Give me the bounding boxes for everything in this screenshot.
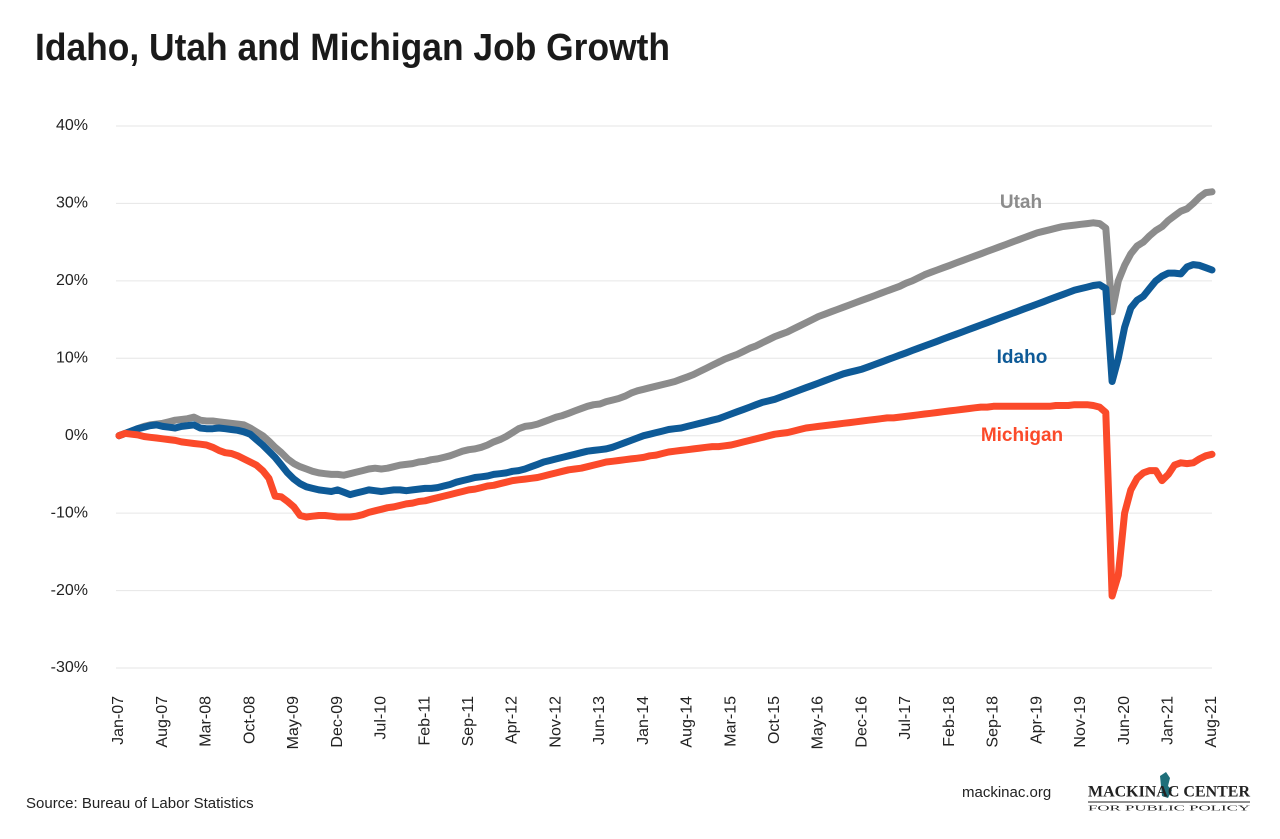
x-tick-label: Jul-10: [373, 696, 390, 740]
x-tick-label: Dec-16: [853, 696, 870, 748]
x-tick-label: Jun-20: [1116, 696, 1133, 745]
x-tick-label: Feb-18: [941, 696, 958, 747]
x-tick-label: Aug-14: [679, 696, 696, 748]
y-tick-label: 20%: [56, 272, 88, 289]
logo-name: MACKINAC CENTER: [1088, 784, 1250, 801]
x-tick-label: Jan-07: [110, 696, 127, 745]
x-tick-label: Aug-21: [1203, 696, 1220, 748]
x-tick-label: Jul-17: [897, 696, 914, 740]
x-tick-label: Nov-19: [1072, 696, 1089, 748]
chart-title: Idaho, Utah and Michigan Job Growth: [35, 27, 670, 69]
logo-icon: [1160, 772, 1172, 798]
x-tick-label: Oct-15: [766, 696, 783, 744]
y-tick-label: -30%: [51, 659, 88, 676]
y-tick-label: 0%: [65, 427, 88, 444]
series-line: [115, 401, 1216, 600]
source-note: Source: Bureau of Labor Statistics: [26, 795, 254, 812]
y-tick-label: -20%: [51, 582, 88, 599]
series-line: [115, 261, 1216, 499]
x-tick-label: Mar-08: [198, 696, 215, 747]
x-tick-label: May-09: [285, 696, 302, 749]
x-tick-label: Jan-14: [635, 696, 652, 745]
x-tick-label: Dec-09: [329, 696, 346, 748]
y-tick-label: -10%: [51, 504, 88, 521]
series-line: [115, 188, 1216, 479]
y-tick-label: 30%: [56, 195, 88, 212]
series-label: Idaho: [997, 347, 1048, 368]
x-tick-label: Jan-21: [1159, 696, 1176, 745]
x-tick-label: Aug-07: [154, 696, 171, 748]
x-tick-label: Feb-11: [416, 696, 433, 746]
x-tick-label: Mar-15: [722, 696, 739, 747]
logo: MACKINAC CENTER FOR PUBLIC POLICY: [1088, 772, 1250, 813]
series-label: Utah: [1000, 192, 1042, 213]
x-tick-label: Oct-08: [241, 696, 258, 744]
x-tick-label: Jun-13: [591, 696, 608, 745]
x-tick-label: Sep-18: [985, 696, 1002, 748]
x-tick-label: Sep-11: [460, 696, 477, 747]
x-tick-label: Apr-19: [1028, 696, 1045, 744]
x-tick-label: Apr-12: [504, 696, 521, 744]
y-tick-label: 10%: [56, 350, 88, 367]
website: mackinac.org: [962, 784, 1051, 801]
y-tick-label: 40%: [56, 117, 88, 134]
x-tick-label: Nov-12: [547, 696, 564, 748]
x-tick-label: May-16: [810, 696, 827, 749]
logo-tagline: FOR PUBLIC POLICY: [1088, 805, 1250, 813]
grid: [116, 125, 1212, 669]
series-label: Michigan: [981, 425, 1063, 446]
